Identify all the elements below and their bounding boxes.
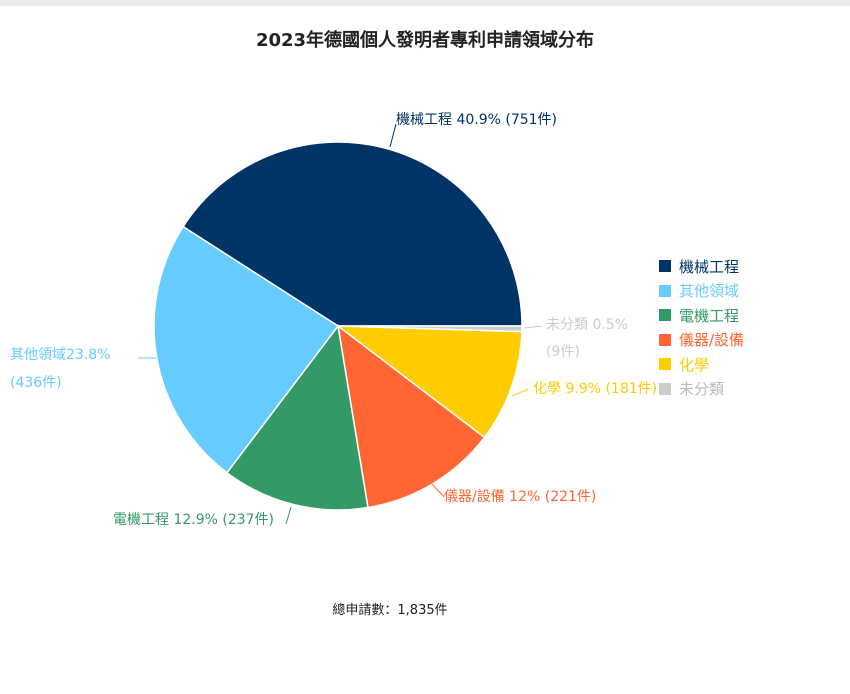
legend-label: 儀器/設備 bbox=[679, 329, 744, 350]
legend-swatch bbox=[659, 309, 671, 321]
slice-label-6-line-2: (436件) bbox=[10, 375, 62, 391]
legend-label: 機械工程 bbox=[679, 256, 739, 277]
legend-swatch bbox=[659, 260, 671, 272]
legend-swatch bbox=[659, 383, 671, 395]
slice-label-5: 電機工程 12.9% (237件) bbox=[113, 512, 274, 528]
legend-label: 未分類 bbox=[679, 378, 724, 399]
legend-swatch bbox=[659, 358, 671, 370]
legend-item-3[interactable]: 電機工程 bbox=[659, 303, 744, 328]
leader-line-4 bbox=[432, 484, 444, 497]
legend-label: 其他領域 bbox=[679, 280, 739, 301]
leader-line-2 bbox=[524, 326, 542, 328]
legend-swatch bbox=[659, 334, 671, 346]
legend-item-2[interactable]: 其他領域 bbox=[659, 279, 744, 304]
legend-item-5[interactable]: 化學 bbox=[659, 352, 744, 377]
slice-label-1: 機械工程 40.9% (751件) bbox=[396, 112, 557, 128]
legend-swatch bbox=[659, 285, 671, 297]
slice-label-4: 儀器/設備 12% (221件) bbox=[444, 489, 596, 505]
total-applications-note: 總申請數：1,835件 bbox=[0, 599, 780, 618]
legend-item-4[interactable]: 儀器/設備 bbox=[659, 328, 744, 353]
legend-item-1[interactable]: 機械工程 bbox=[659, 254, 744, 279]
slice-label-2-line-1: 未分類 0.5% bbox=[546, 317, 628, 333]
legend-label: 電機工程 bbox=[679, 305, 739, 326]
leader-line-3 bbox=[512, 389, 528, 396]
slice-label-3: 化學 9.9% (181件) bbox=[533, 381, 657, 397]
chart-legend: 機械工程其他領域電機工程儀器/設備化學未分類 bbox=[659, 254, 744, 401]
slice-label-6-line-1: 其他領域23.8% bbox=[10, 346, 110, 363]
leader-line-5 bbox=[286, 507, 291, 524]
legend-item-6[interactable]: 未分類 bbox=[659, 377, 744, 402]
legend-label: 化學 bbox=[679, 354, 709, 375]
slice-label-2-line-2: (9件) bbox=[546, 344, 580, 360]
